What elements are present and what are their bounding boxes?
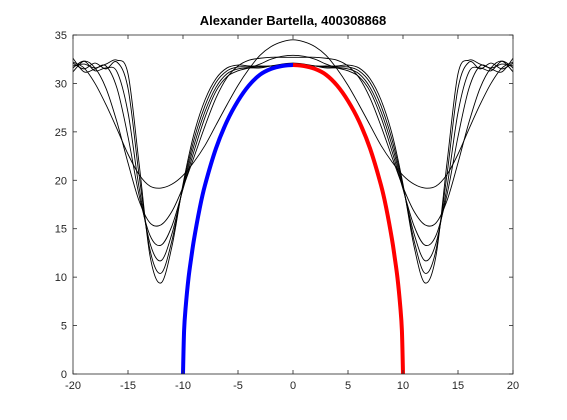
- y-tick-label: 25: [55, 127, 67, 139]
- y-tick-label: 5: [61, 321, 67, 333]
- y-tick-label: 20: [55, 175, 67, 187]
- y-tick-label: 0: [61, 369, 67, 381]
- x-tick-label: 15: [452, 380, 464, 392]
- left-branch-line: [181, 63, 294, 375]
- x-tick-label: -20: [65, 380, 81, 392]
- approximation-line-2: [72, 56, 514, 227]
- x-tick-label: 10: [397, 380, 409, 392]
- approximation-line-6: [72, 59, 514, 284]
- y-tick-label: 10: [55, 272, 67, 284]
- x-tick-label: -5: [233, 380, 243, 392]
- approximation-line-1: [72, 39, 514, 189]
- axes-layer: -20 -15 -10 -5 0 5 10 15 20 0 5 10 15 20 25 30 35: [55, 30, 519, 392]
- y-tick-label: 30: [55, 78, 67, 90]
- approximation-line-5: [72, 61, 514, 274]
- y-tick-label: 35: [55, 30, 67, 42]
- x-tick-label: -15: [120, 380, 136, 392]
- approximation-line-3: [72, 54, 514, 247]
- chart-title: Alexander Bartella, 400308868: [200, 13, 386, 28]
- x-tick-label: 5: [345, 380, 351, 392]
- right-branch-line: [292, 63, 405, 375]
- axes-box: [72, 34, 514, 375]
- series-layer: [72, 39, 514, 375]
- y-tick-label: 15: [55, 224, 67, 236]
- x-tick-label: 20: [507, 380, 519, 392]
- x-tick-label: 0: [290, 380, 296, 392]
- x-tick-label: -10: [175, 380, 191, 392]
